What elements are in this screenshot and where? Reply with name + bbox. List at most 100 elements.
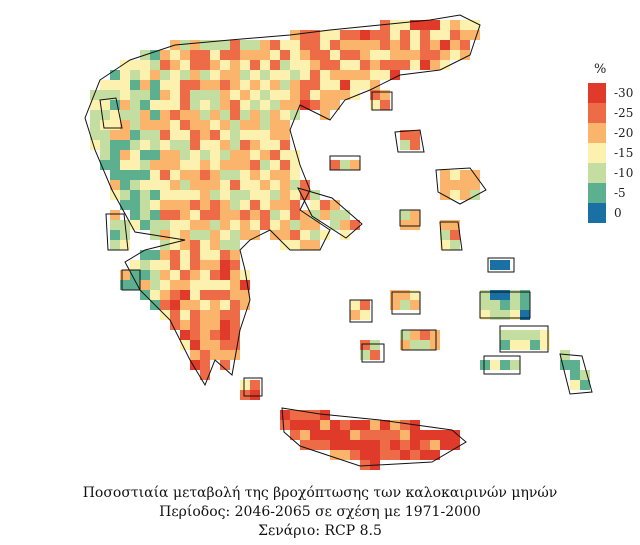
grid-cell [180,330,190,340]
grid-cell [110,100,120,110]
grid-cell [170,70,180,80]
grid-cell [130,90,140,100]
grid-cell [160,80,170,90]
grid-cell [270,220,280,230]
grid-cell [340,160,350,170]
grid-cell [140,90,150,100]
grid-cell [560,350,570,360]
grid-cell [330,70,340,80]
coastline-kythira [243,377,263,397]
grid-cell [220,90,230,100]
grid-cell [250,380,260,390]
grid-cell [400,440,410,450]
grid-cell [410,440,420,450]
legend-item: 0 [588,203,633,223]
grid-cell [300,410,310,420]
grid-cell [370,430,380,440]
grid-cell [160,180,170,190]
grid-cell [300,80,310,90]
grid-cell [210,80,220,90]
grid-cell [150,160,160,170]
color-legend: % -30 -25 -20 -15 -10 -5 0 [588,62,633,223]
grid-cell [530,340,540,350]
grid-cell [490,290,500,300]
grid-cell [460,20,470,30]
grid-cell [180,250,190,260]
grid-cell [200,140,210,150]
coastline-chios [439,221,463,251]
grid-cell [350,50,360,60]
grid-cell [320,420,330,430]
grid-cell [500,290,510,300]
grid-cell [430,450,440,460]
grid-cell [220,140,230,150]
grid-cell [230,300,240,310]
grid-cell [130,180,140,190]
grid-cell [230,160,240,170]
grid-cell [510,360,520,370]
grid-cell [350,40,360,50]
grid-cell [160,90,170,100]
grid-cell [220,50,230,60]
grid-cell [360,80,370,90]
grid-cell [570,360,580,370]
grid-cell [340,450,350,460]
grid-cell [470,20,480,30]
grid-cell [160,130,170,140]
grid-cell [240,150,250,160]
grid-cell [310,190,320,200]
grid-cell [390,20,400,30]
grid-cell [360,40,370,50]
grid-cell [150,110,160,120]
grid-cell [190,310,200,320]
grid-cell [200,160,210,170]
grid-cell [490,260,500,270]
grid-cell [510,330,520,340]
grid-cell [320,90,330,100]
grid-cell [240,60,250,70]
grid-cell [350,430,360,440]
grid-cell [320,80,330,90]
grid-cell [120,270,130,280]
grid-cell [270,160,280,170]
grid-cell [400,300,410,310]
legend-item: -20 [588,123,633,143]
grid-cell [270,110,280,120]
grid-cell [350,300,360,310]
grid-cell [240,90,250,100]
grid-cell [230,240,240,250]
grid-cell [400,210,410,220]
grid-cell [500,260,510,270]
grid-cell [320,40,330,50]
grid-cell [260,100,270,110]
grid-cell [130,70,140,80]
grid-cell [460,30,470,40]
grid-cell [180,160,190,170]
grid-cell [180,210,190,220]
grid-cell [210,220,220,230]
grid-cell [270,210,280,220]
grid-cell [500,310,510,320]
grid-cell [150,190,160,200]
grid-cell [180,230,190,240]
grid-cell [130,140,140,150]
grid-cell [330,60,340,70]
grid-cell [200,220,210,230]
grid-cell [240,130,250,140]
grid-cell [340,40,350,50]
grid-cell [290,240,300,250]
grid-cell [250,200,260,210]
grid-cell [210,190,220,200]
grid-cell [200,270,210,280]
grid-cell [250,220,260,230]
grid-cell [170,140,180,150]
grid-cell [220,360,230,370]
grid-cell [220,40,230,50]
grid-cell [170,180,180,190]
grid-cell [150,260,160,270]
grid-cell [110,120,120,130]
grid-cell [490,300,500,310]
grid-cell [170,220,180,230]
grid-cell [320,430,330,440]
grid-cell [300,440,310,450]
